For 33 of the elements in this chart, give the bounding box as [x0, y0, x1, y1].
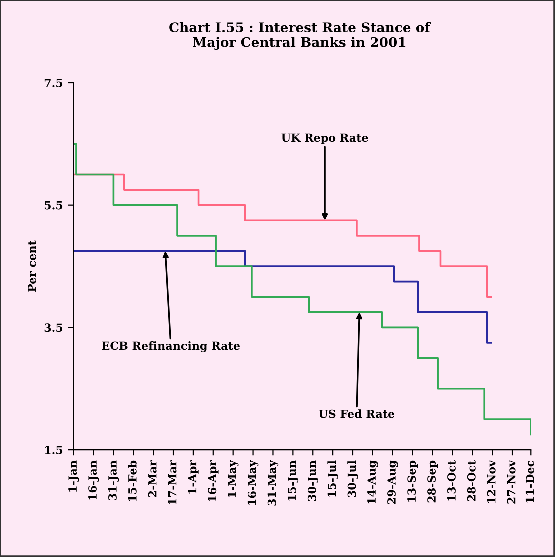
x-tick-label: 28-Oct [467, 460, 476, 502]
x-tick-label: 29-Aug [388, 460, 398, 504]
chart-title: Chart I.55 : Interest Rate Stance of Major Central Banks in 2001 [170, 22, 432, 50]
x-tick-label: 12-Nov [487, 460, 496, 504]
annotation: US Fed Rate [319, 410, 395, 418]
y-tick-label: 1.5 [45, 446, 63, 454]
x-tick-label: 16-Jan [88, 460, 100, 500]
x-tick-label: 1-May [228, 460, 239, 498]
x-tick-label: 31-Jan [108, 460, 120, 500]
y-tick-label: 7.5 [44, 79, 63, 88]
x-tick-label: 15-Jul [328, 460, 338, 497]
x-tick-label: 30-Jul [348, 460, 358, 498]
y-tick-label: 3.5 [44, 324, 63, 332]
x-tick-label: 13-Oct [448, 460, 456, 501]
x-tick-label: 16-Apr [208, 460, 219, 502]
annotation: ECB Refinancing Rate [102, 342, 240, 352]
x-tick-label: 30-Jun [308, 460, 318, 502]
x-tick-label: 13-Sep [408, 460, 418, 502]
annotation: UK Repo Rate [282, 134, 368, 144]
x-tick-label: 15-Jun [288, 460, 299, 501]
x-tick-label: 15-Feb [128, 460, 137, 502]
x-tick-label: 2-Mar [148, 460, 157, 498]
x-tick-label: 28-Sep [428, 460, 438, 503]
y-axis-title: Per cent [28, 240, 36, 292]
x-tick-label: 27-Nov [507, 460, 516, 504]
x-tick-label: 1-Apr [188, 460, 199, 494]
x-tick-label: 16-May [248, 460, 259, 506]
x-tick-label: 31-May [268, 460, 279, 506]
x-tick-label: 11-Dec [526, 460, 534, 503]
x-tick-label: 1-Jan [68, 460, 80, 492]
x-tick-label: 17-Mar [168, 460, 177, 505]
y-tick-label: 5.5 [44, 201, 63, 210]
x-tick-label: 14-Aug [368, 460, 378, 504]
